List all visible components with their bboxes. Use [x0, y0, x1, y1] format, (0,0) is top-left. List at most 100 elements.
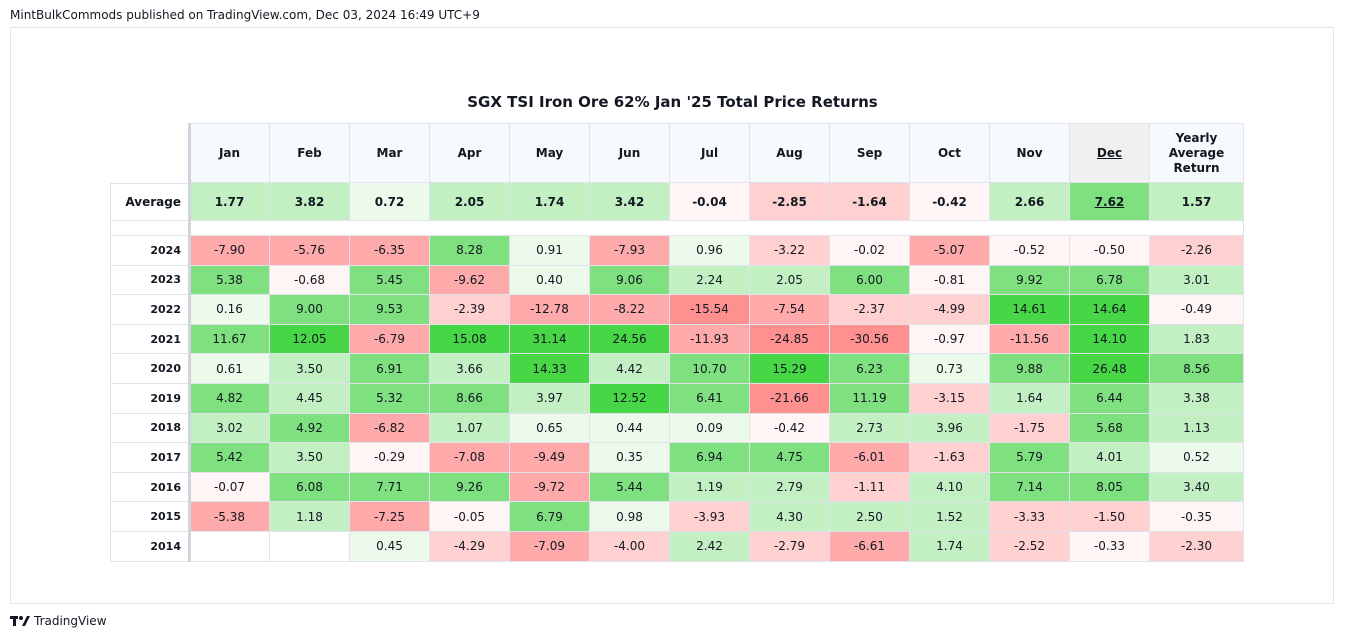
return-cell: -11.56: [990, 324, 1070, 355]
return-cell: 4.75: [750, 443, 830, 473]
return-cell: 5.42: [190, 443, 270, 473]
return-cell: 14.33: [510, 354, 590, 384]
return-cell: -2.79: [750, 532, 830, 562]
return-cell: 4.82: [190, 384, 270, 414]
return-cell: 0.98: [590, 502, 670, 532]
year-row-label: 2019: [110, 384, 190, 414]
return-cell: -0.81: [910, 265, 990, 296]
return-cell: -4.00: [590, 532, 670, 562]
return-cell: 5.68: [1070, 413, 1150, 444]
return-cell: 4.45: [270, 384, 350, 414]
return-cell: -1.50: [1070, 502, 1150, 532]
return-cell: -6.82: [350, 413, 430, 444]
return-cell: -7.90: [190, 236, 270, 266]
average-cell: 0.72: [350, 183, 430, 221]
return-cell: 1.13: [1150, 413, 1244, 444]
return-cell: -6.01: [830, 443, 910, 473]
return-cell: 3.50: [270, 443, 350, 473]
return-cell: -0.52: [990, 236, 1070, 266]
return-cell: -0.33: [1070, 532, 1150, 562]
return-cell: 7.14: [990, 472, 1070, 503]
footer-brand-label: TradingView: [34, 614, 107, 628]
published-line: MintBulkCommods published on TradingView…: [10, 8, 480, 22]
return-cell: 0.96: [670, 236, 750, 266]
return-cell: -0.07: [190, 472, 270, 503]
return-cell: -24.85: [750, 324, 830, 355]
return-cell: 14.10: [1070, 324, 1150, 355]
return-cell: 3.97: [510, 384, 590, 414]
return-cell: -12.78: [510, 295, 590, 325]
return-cell: 6.78: [1070, 265, 1150, 296]
return-cell: 1.83: [1150, 324, 1244, 355]
return-cell: -0.05: [430, 502, 510, 532]
return-cell: -7.93: [590, 236, 670, 266]
return-cell: 9.53: [350, 295, 430, 325]
return-cell: 1.18: [270, 502, 350, 532]
return-cell: 11.19: [830, 384, 910, 414]
year-row-label: 2023: [110, 265, 190, 296]
return-cell: -11.93: [670, 324, 750, 355]
return-cell: 9.88: [990, 354, 1070, 384]
return-cell: -5.38: [190, 502, 270, 532]
column-header: Nov: [990, 123, 1070, 183]
return-cell: 4.30: [750, 502, 830, 532]
return-cell: 5.38: [190, 265, 270, 296]
return-cell: -0.02: [830, 236, 910, 266]
return-cell: -0.68: [270, 265, 350, 296]
return-cell: -4.99: [910, 295, 990, 325]
return-cell: -7.08: [430, 443, 510, 473]
average-cell: 7.62: [1070, 183, 1150, 221]
return-cell: 14.61: [990, 295, 1070, 325]
average-cell: -0.04: [670, 183, 750, 221]
average-cell: 1.77: [190, 183, 270, 221]
average-cell: -0.42: [910, 183, 990, 221]
return-cell: 2.50: [830, 502, 910, 532]
return-cell: -2.39: [430, 295, 510, 325]
return-cell: 6.79: [510, 502, 590, 532]
return-cell: -7.25: [350, 502, 430, 532]
return-cell: 0.61: [190, 354, 270, 384]
return-cell: -6.79: [350, 324, 430, 355]
return-cell: 9.00: [270, 295, 350, 325]
return-cell: 8.66: [430, 384, 510, 414]
return-cell: 8.56: [1150, 354, 1244, 384]
footer-brand[interactable]: TradingView: [10, 614, 107, 628]
return-cell: 0.91: [510, 236, 590, 266]
year-row-label: 2015: [110, 502, 190, 532]
return-cell: 10.70: [670, 354, 750, 384]
return-cell: 4.01: [1070, 443, 1150, 473]
return-cell: 3.96: [910, 413, 990, 444]
label-divider: [188, 123, 191, 562]
return-cell: -2.52: [990, 532, 1070, 562]
chart-title: SGX TSI Iron Ore 62% Jan '25 Total Price…: [467, 93, 878, 111]
return-cell: 5.79: [990, 443, 1070, 473]
column-header: May: [510, 123, 590, 183]
tradingview-logo-icon: [10, 616, 30, 626]
average-row-label: Average: [110, 183, 190, 221]
return-cell: -0.50: [1070, 236, 1150, 266]
return-cell: 12.05: [270, 324, 350, 355]
return-cell: -6.61: [830, 532, 910, 562]
return-cell: -8.22: [590, 295, 670, 325]
column-header: Apr: [430, 123, 510, 183]
return-cell: 6.00: [830, 265, 910, 296]
chart-frame: [10, 27, 1334, 604]
column-header: Mar: [350, 123, 430, 183]
return-cell: 9.26: [430, 472, 510, 503]
year-row-label: 2021: [110, 324, 190, 355]
return-cell: 6.41: [670, 384, 750, 414]
return-cell: 4.92: [270, 413, 350, 444]
return-cell: 1.64: [990, 384, 1070, 414]
return-cell: 1.52: [910, 502, 990, 532]
table-spacer: [110, 221, 1244, 236]
average-cell: 1.57: [1150, 183, 1244, 221]
return-cell: -2.37: [830, 295, 910, 325]
return-cell: 3.38: [1150, 384, 1244, 414]
return-cell: 6.08: [270, 472, 350, 503]
column-header: Dec: [1070, 123, 1150, 183]
return-cell: 8.28: [430, 236, 510, 266]
return-cell: -3.93: [670, 502, 750, 532]
year-row-label: 2020: [110, 354, 190, 384]
return-cell: 0.35: [590, 443, 670, 473]
column-header: Feb: [270, 123, 350, 183]
